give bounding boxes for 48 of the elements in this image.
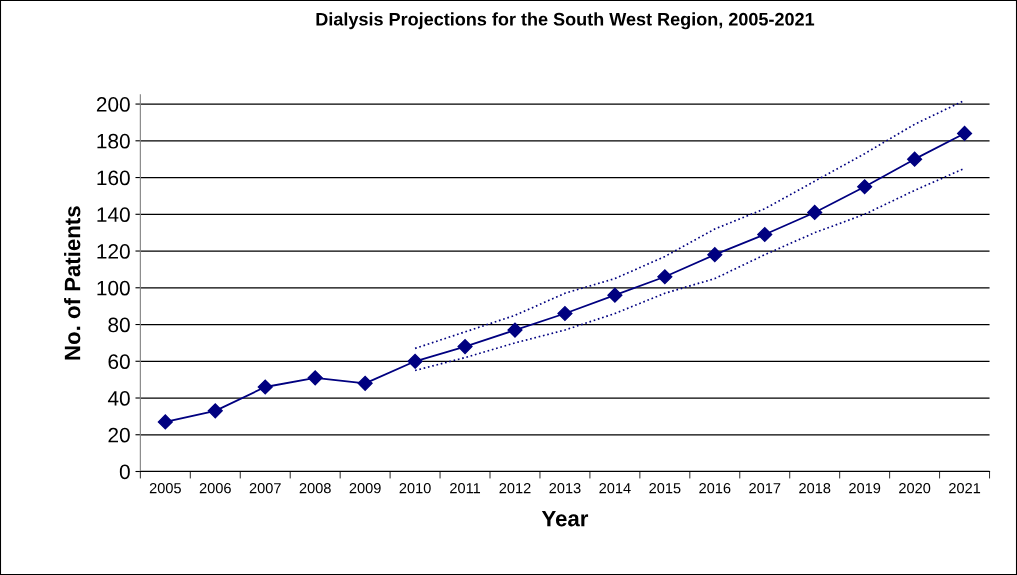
point — [357, 375, 373, 391]
y-tick-label: 160 — [97, 170, 130, 186]
point — [557, 305, 573, 322]
y-tick-label: 20 — [108, 427, 130, 443]
point — [757, 226, 773, 243]
point — [407, 353, 423, 369]
x-tick-label: 2016 — [699, 483, 731, 494]
point — [807, 204, 823, 221]
x-tick-label: 2020 — [899, 483, 931, 494]
point — [457, 339, 473, 355]
x-tick-label: 2009 — [349, 483, 381, 494]
x-tick-label: 2011 — [450, 483, 481, 494]
y-tick-label: 100 — [97, 280, 130, 296]
y-tick-label: 140 — [97, 207, 130, 223]
point — [207, 403, 223, 419]
point — [907, 151, 923, 167]
point — [956, 125, 973, 142]
chart-title: Dialysis Projections for the South West Region, 2005-2021 — [316, 12, 815, 30]
y-axis-title: No. of Patients — [64, 206, 81, 360]
point — [657, 269, 673, 285]
x-axis-title: Year — [541, 510, 589, 527]
point — [307, 370, 323, 386]
y-tick-label: 0 — [119, 464, 130, 480]
y-tick-label: 200 — [96, 97, 130, 112]
x-tick-label: 2021 — [949, 483, 981, 494]
point — [607, 287, 623, 303]
x-tick-label: 2008 — [299, 483, 331, 494]
y-tick-label: 120 — [97, 244, 130, 259]
point — [157, 414, 173, 430]
y-tick-label: 60 — [108, 354, 130, 370]
x-tick-label: 2013 — [549, 483, 581, 494]
x-tick-label: 2017 — [749, 483, 781, 494]
x-tick-label: 2018 — [799, 483, 831, 494]
x-tick-label: 2012 — [499, 483, 531, 494]
x-tick-label: 2014 — [599, 483, 631, 494]
point — [507, 322, 523, 338]
x-tick-label: 2015 — [649, 483, 681, 494]
x-tick-label: 2019 — [849, 483, 881, 494]
y-tick-label: 40 — [107, 391, 130, 406]
point — [707, 247, 723, 263]
y-tick-label: 80 — [108, 317, 130, 333]
x-tick-label: 2010 — [399, 483, 431, 494]
point — [857, 179, 873, 195]
x-tick-label: 2005 — [149, 483, 181, 494]
point — [257, 379, 273, 395]
x-tick-label: 2006 — [199, 483, 231, 494]
x-tick-label: 2007 — [249, 483, 281, 494]
y-tick-label: 180 — [97, 133, 130, 149]
